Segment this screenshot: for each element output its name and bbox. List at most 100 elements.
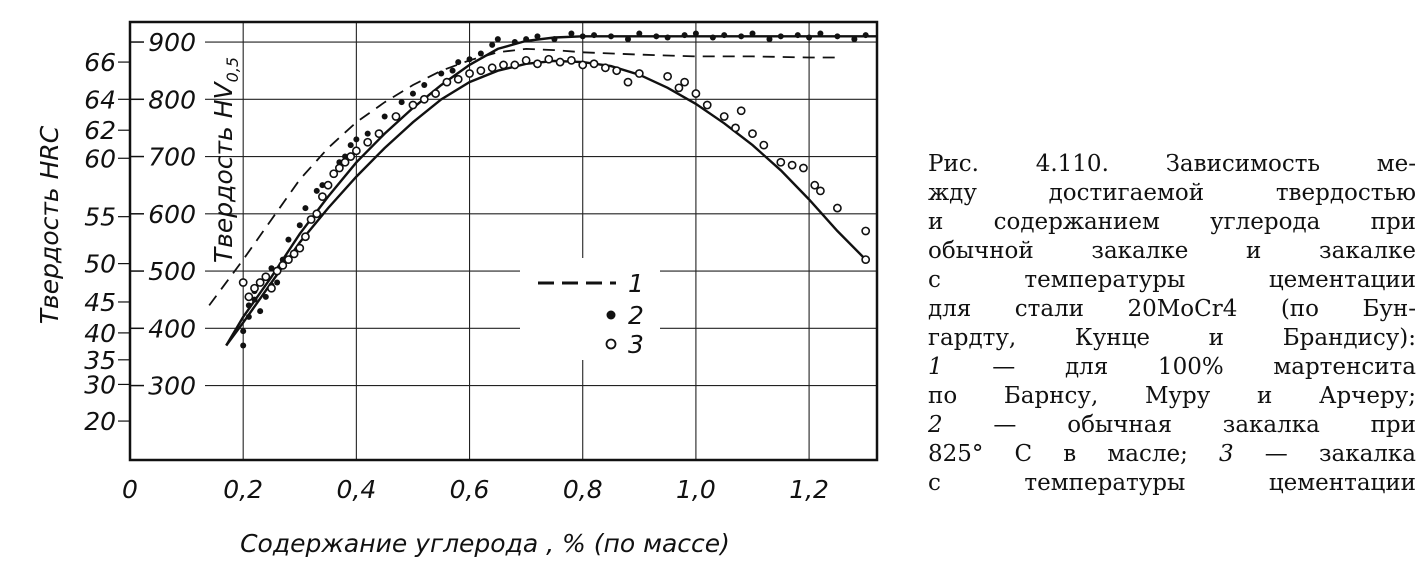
data-point-series-3 bbox=[702, 100, 712, 110]
data-point-series-3 bbox=[340, 157, 350, 167]
figure-caption: Рис. 4.110. Зависимость ме- жду достигае… bbox=[928, 150, 1416, 498]
caption-line: для стали 20MoCr4 (по Бун- bbox=[928, 296, 1416, 322]
data-point-series-2 bbox=[240, 342, 247, 349]
hrc-tick-label: 45 bbox=[84, 288, 116, 317]
data-point-series-2 bbox=[240, 328, 247, 335]
data-point-series-2 bbox=[625, 36, 631, 43]
legend-marker-filled bbox=[606, 310, 616, 320]
hrc-tick-label: 62 bbox=[84, 116, 116, 145]
data-point-series-3 bbox=[861, 255, 871, 265]
hrc-tick-label: 40 bbox=[84, 319, 116, 348]
data-point-series-2 bbox=[777, 33, 784, 40]
data-point-series-3 bbox=[453, 74, 463, 84]
data-point-series-3 bbox=[391, 112, 401, 121]
caption-item-text: — для 100% мартенсита bbox=[942, 354, 1416, 380]
x-tick-label: 0,8 bbox=[563, 475, 603, 504]
data-point-series-3 bbox=[533, 59, 542, 69]
hrc-tick-label: 66 bbox=[84, 48, 116, 77]
data-point-series-2 bbox=[591, 32, 598, 39]
caption-line: и содержанием углерода при bbox=[928, 209, 1416, 235]
data-point-series-3 bbox=[634, 69, 644, 78]
data-point-series-2 bbox=[342, 153, 349, 160]
data-point-series-2 bbox=[834, 33, 841, 40]
caption-item: 825° С в масле; 3 — закалка bbox=[928, 440, 1416, 469]
data-point-series-3 bbox=[250, 283, 259, 293]
caption-item: по Барнсу, Муру и Арчеру; bbox=[928, 382, 1416, 411]
hardness-chart: 0 0,2 0,4 0,6 0,8 1,0 1,2 300 400 500 600 700 800 900… bbox=[35, 20, 879, 558]
data-point-series-2 bbox=[449, 67, 456, 74]
y-axis-label-hv: Твердость HV0,5 bbox=[209, 57, 242, 263]
data-point-series-3 bbox=[284, 255, 293, 265]
data-point-series-2 bbox=[766, 36, 773, 43]
data-point-series-2 bbox=[302, 205, 309, 212]
data-point-series-2 bbox=[455, 59, 462, 66]
data-point-series-3 bbox=[861, 226, 871, 236]
data-point-series-3 bbox=[736, 106, 746, 116]
data-point-series-3 bbox=[334, 163, 344, 173]
data-point-series-2 bbox=[477, 50, 484, 57]
data-point-series-3 bbox=[776, 157, 786, 167]
data-point-series-2 bbox=[851, 36, 858, 43]
data-point-series-2 bbox=[421, 81, 428, 88]
data-point-series-2 bbox=[262, 293, 269, 300]
data-point-series-2 bbox=[353, 136, 360, 143]
y-axis-label-hrc: Твердость HRC bbox=[35, 125, 64, 324]
data-point-series-2 bbox=[653, 33, 660, 40]
data-point-series-3 bbox=[832, 203, 842, 213]
caption-line: Рис. 4.110. Зависимость ме- bbox=[928, 151, 1416, 177]
data-point-series-3 bbox=[674, 83, 684, 93]
data-point-series-2 bbox=[568, 30, 575, 37]
data-point-series-2 bbox=[511, 39, 518, 46]
chart-ticks: 0 0,2 0,4 0,6 0,8 1,0 1,2 300 400 500 600 700 800 900… bbox=[84, 28, 829, 504]
x-axis-label: Содержание углерода , % (по массе) bbox=[240, 529, 730, 558]
x-tick-label: 0,6 bbox=[450, 475, 490, 504]
data-point-series-2 bbox=[274, 279, 281, 286]
caption-line: гардту, Кунце и Брандису): bbox=[928, 325, 1416, 351]
x-tick-label: 0,2 bbox=[223, 475, 263, 504]
legend-background bbox=[520, 258, 660, 360]
caption-item: 2 — обычная закалка при bbox=[928, 411, 1416, 440]
data-point-series-2 bbox=[336, 159, 343, 166]
data-point-series-2 bbox=[364, 130, 371, 137]
data-point-series-2 bbox=[494, 36, 501, 43]
data-point-series-3 bbox=[312, 209, 322, 219]
data-point-series-3 bbox=[323, 180, 333, 190]
data-point-series-3 bbox=[759, 140, 769, 150]
hrc-tick-label: 35 bbox=[84, 346, 116, 375]
data-point-series-2 bbox=[579, 33, 586, 40]
data-point-series-3 bbox=[719, 112, 729, 121]
data-point-series-3 bbox=[295, 243, 305, 253]
hv-tick-label: 500 bbox=[148, 257, 196, 286]
data-point-series-2 bbox=[398, 99, 405, 106]
data-point-series-3 bbox=[499, 60, 508, 70]
data-point-series-3 bbox=[816, 186, 825, 196]
data-point-series-3 bbox=[691, 89, 701, 98]
caption-item-number: 1 bbox=[928, 354, 943, 380]
data-point-series-2 bbox=[319, 182, 326, 189]
caption-item-text: по Барнсу, Муру и Арчеру; bbox=[928, 383, 1416, 409]
caption-line: жду достигаемой твердостью bbox=[928, 180, 1416, 206]
data-point-series-3 bbox=[787, 160, 797, 170]
hrc-tick-label: 60 bbox=[84, 144, 116, 173]
data-point-series-2 bbox=[636, 30, 643, 37]
hrc-tick-label: 64 bbox=[84, 85, 116, 114]
data-point-series-3 bbox=[680, 77, 689, 87]
data-point-series-2 bbox=[245, 313, 252, 320]
data-point-series-3 bbox=[318, 192, 327, 202]
legend-marker-open bbox=[605, 338, 617, 350]
data-point-series-3 bbox=[374, 129, 384, 139]
data-point-series-2 bbox=[806, 34, 813, 41]
data-point-series-2 bbox=[313, 187, 320, 194]
data-point-series-3 bbox=[663, 71, 673, 81]
data-point-series-2 bbox=[817, 30, 824, 37]
data-point-series-2 bbox=[296, 222, 303, 229]
data-point-series-2 bbox=[709, 34, 716, 41]
caption-item: 1 — для 100% мартенсита bbox=[928, 353, 1416, 382]
data-point-series-2 bbox=[749, 30, 756, 37]
hv-tick-label: 400 bbox=[148, 314, 196, 343]
data-point-series-3 bbox=[510, 60, 520, 70]
data-point-series-3 bbox=[748, 129, 757, 139]
data-point-series-3 bbox=[272, 266, 282, 276]
x-tick-label: 0,4 bbox=[336, 475, 376, 504]
data-point-series-3 bbox=[555, 57, 565, 67]
